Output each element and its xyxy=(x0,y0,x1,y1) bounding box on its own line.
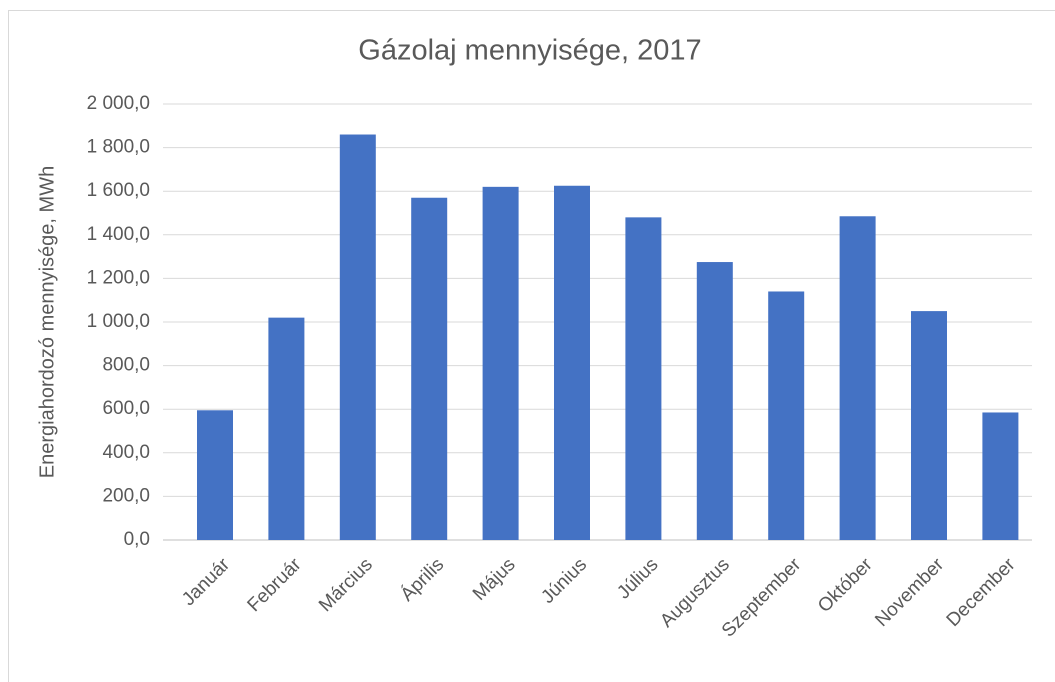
bar xyxy=(625,217,662,541)
bar xyxy=(482,186,519,540)
y-tick-label: 400,0 xyxy=(102,442,150,463)
bar xyxy=(268,317,305,540)
bar xyxy=(768,291,805,540)
bar xyxy=(554,185,590,540)
chart-title: Gázolaj mennyisége, 2017 xyxy=(358,35,701,67)
bar xyxy=(696,262,733,540)
y-tick-label: 1 200,0 xyxy=(87,267,150,288)
bar xyxy=(839,216,876,540)
y-tick-label: 2 000,0 xyxy=(87,93,150,114)
bar xyxy=(197,410,233,540)
y-tick-label: 200,0 xyxy=(102,485,150,506)
bar xyxy=(339,134,376,540)
y-tick-label: 0,0 xyxy=(124,529,150,550)
bar xyxy=(411,197,448,541)
y-tick-label: 1 600,0 xyxy=(87,180,150,201)
y-tick-label: 1 400,0 xyxy=(87,224,150,245)
y-tick-label: 600,0 xyxy=(102,398,150,419)
y-axis-title: Energiahordozó mennyisége, MWh xyxy=(36,166,58,478)
y-tick-label: 1 800,0 xyxy=(87,137,150,158)
y-tick-label: 800,0 xyxy=(102,355,150,376)
bar xyxy=(982,412,1019,540)
chart-border xyxy=(8,10,1055,682)
bar xyxy=(911,311,947,540)
y-tick-label: 1 000,0 xyxy=(87,311,150,332)
